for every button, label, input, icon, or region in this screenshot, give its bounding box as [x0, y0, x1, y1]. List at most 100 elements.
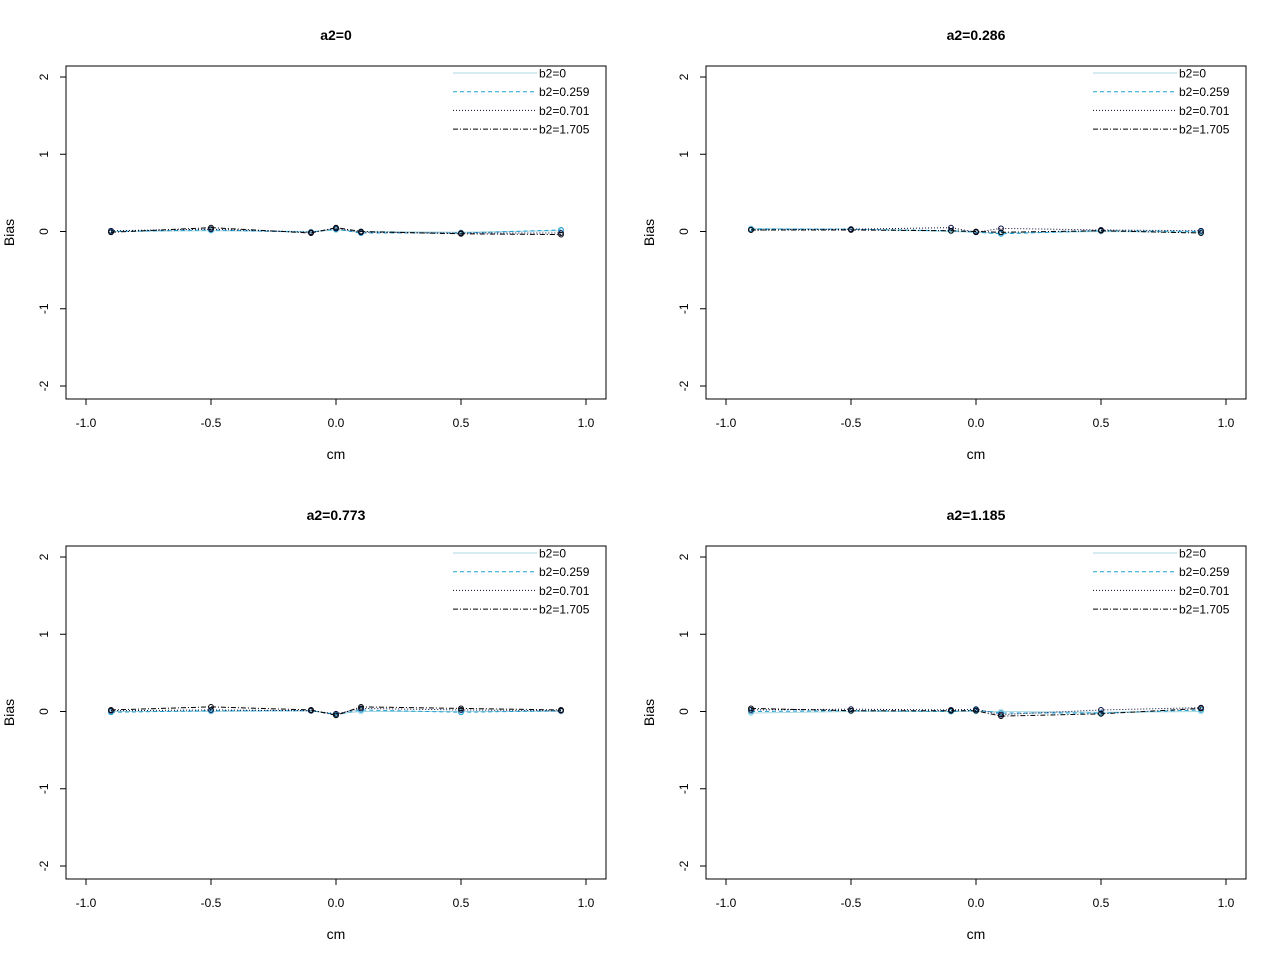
x-axis-label: cm [327, 926, 346, 942]
data-point [1098, 707, 1104, 713]
data-point [208, 707, 214, 713]
legend-label: b2=1.705 [539, 603, 590, 617]
series-line-3 [110, 227, 561, 234]
data-point [848, 707, 854, 714]
data-point [308, 230, 314, 236]
y-tick-label: 2 [677, 73, 691, 80]
y-tick-label: 1 [37, 631, 51, 638]
x-tick-label: 1.0 [1218, 896, 1235, 910]
x-tick-label: 0.0 [968, 416, 985, 430]
series-line-4 [110, 706, 562, 716]
data-point [948, 227, 954, 234]
chart-title: a2=0.773 [307, 507, 366, 523]
x-axis-label: cm [967, 926, 986, 942]
y-tick-label: -1 [677, 303, 691, 314]
y-tick-label: 0 [37, 228, 51, 235]
data-point [333, 712, 339, 719]
series-line-3 [750, 227, 1202, 233]
data-point [208, 224, 214, 231]
legend-label: b2=0.259 [539, 85, 590, 99]
y-tick-label: 1 [677, 631, 691, 638]
data-point [948, 224, 954, 231]
x-tick-label: -0.5 [841, 416, 862, 430]
y-tick-label: -1 [37, 783, 51, 794]
x-tick-label: -0.5 [841, 896, 862, 910]
data-point [108, 229, 114, 236]
data-point [1198, 227, 1204, 234]
x-tick-label: 0.5 [1093, 416, 1110, 430]
legend-label: b2=0.259 [1179, 565, 1230, 579]
y-tick-label: 0 [677, 228, 691, 235]
data-point [308, 707, 314, 713]
series-line-4 [751, 229, 1202, 234]
x-tick-label: -1.0 [716, 416, 737, 430]
data-point [458, 230, 464, 237]
x-axis-label: cm [967, 446, 986, 462]
data-point [1098, 710, 1104, 717]
x-tick-label: 0.0 [328, 416, 345, 430]
chart-title: a2=0 [320, 27, 352, 43]
chart-panel-3: a2=0.773 -1.0 -0.5 0.0 0.5 1.0 cm -2 -1 0 1 2 Bias b2… [1, 507, 607, 942]
y-tick-label: -2 [37, 860, 51, 871]
data-point [748, 705, 754, 712]
data-point [848, 227, 854, 233]
legend-label: b2=0.701 [539, 104, 590, 118]
y-tick-label: 2 [37, 553, 51, 560]
data-point [998, 713, 1004, 720]
data-point [558, 231, 564, 238]
data-point [1198, 230, 1204, 236]
x-tick-label: -0.5 [201, 416, 222, 430]
data-point [998, 229, 1004, 236]
x-tick-label: -0.5 [201, 896, 222, 910]
x-tick-label: 0.0 [328, 896, 345, 910]
x-tick-label: -1.0 [76, 896, 97, 910]
data-point [358, 228, 364, 235]
data-point [1198, 705, 1204, 712]
y-axis-label: Bias [1, 219, 17, 246]
data-point [458, 709, 464, 716]
series-line-4 [110, 227, 562, 236]
x-tick-label: 0.5 [453, 896, 470, 910]
data-point [458, 705, 464, 712]
legend-label: b2=0.701 [539, 584, 590, 598]
data-point [748, 227, 754, 233]
data-point [333, 224, 339, 231]
y-tick-label: -2 [37, 380, 51, 391]
y-tick-label: -2 [677, 380, 691, 391]
legend-label: b2=0 [1179, 67, 1206, 81]
chart-title: a2=1.185 [947, 507, 1006, 523]
data-point [208, 703, 214, 710]
y-tick-label: 1 [677, 151, 691, 158]
x-tick-label: 0.5 [1093, 896, 1110, 910]
data-point [1098, 227, 1104, 234]
legend-label: b2=0.701 [1179, 104, 1230, 118]
y-axis-label: Bias [641, 699, 657, 726]
y-tick-label: 2 [677, 553, 691, 560]
series-line-3 [750, 707, 1202, 716]
legend-label: b2=0.259 [1179, 85, 1230, 99]
x-tick-label: -1.0 [716, 896, 737, 910]
x-tick-label: 1.0 [578, 416, 595, 430]
data-point [973, 707, 979, 714]
data-point [948, 707, 954, 714]
data-point [998, 225, 1004, 232]
y-axis-label: Bias [641, 219, 657, 246]
data-point [973, 228, 979, 235]
y-tick-label: -1 [677, 783, 691, 794]
x-axis-label: cm [327, 446, 346, 462]
y-tick-label: -2 [677, 860, 691, 871]
x-tick-label: 1.0 [578, 896, 595, 910]
x-tick-label: -1.0 [76, 416, 97, 430]
legend-label: b2=1.705 [1179, 603, 1230, 617]
chart-panel-1: a2=0 -1.0 -0.5 0.0 0.5 1.0 cm -2 -1 0 1 2 Bias b2=0 b2… [1, 27, 607, 462]
y-tick-label: 2 [37, 73, 51, 80]
chart-panel-4: a2=1.185 -1.0 -0.5 0.0 0.5 1.0 cm -2 -1 0 1 2 Bias b2… [641, 507, 1247, 942]
legend-label: b2=0 [539, 547, 566, 561]
legend-label: b2=1.705 [539, 123, 590, 137]
chart-title: a2=0.286 [947, 27, 1006, 43]
legend-label: b2=0 [1179, 547, 1206, 561]
data-point [108, 707, 114, 713]
legend-label: b2=0.701 [1179, 584, 1230, 598]
legend-label: b2=1.705 [1179, 123, 1230, 137]
